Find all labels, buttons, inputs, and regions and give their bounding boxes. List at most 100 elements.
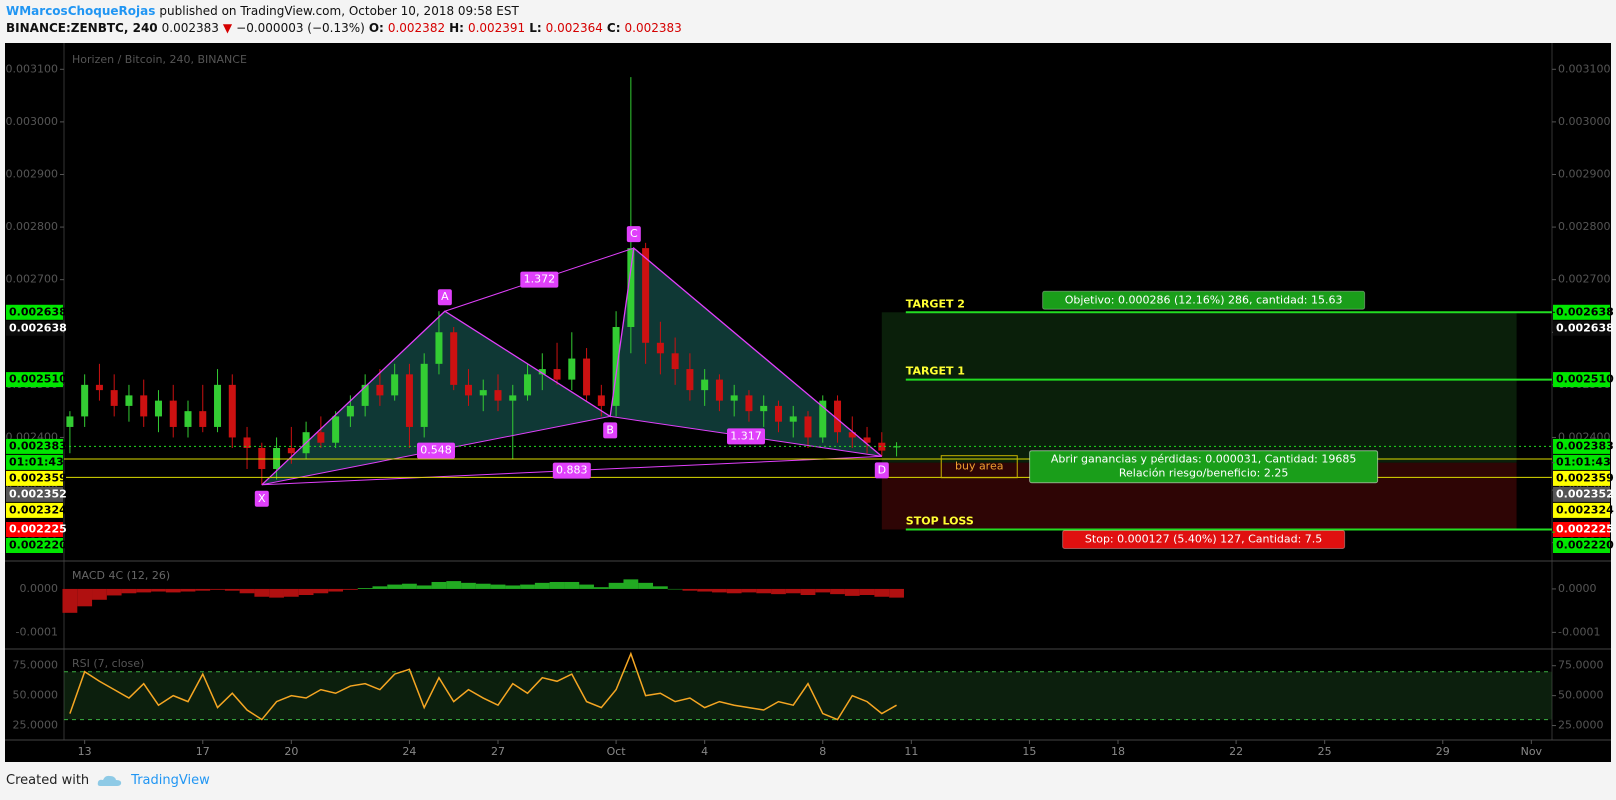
macd-bar <box>224 588 240 591</box>
candle-body <box>715 379 723 401</box>
macd-bar <box>77 588 93 607</box>
change: −0.000003 (−0.13%) <box>236 21 365 35</box>
price-label: 0.002638 <box>1556 321 1614 334</box>
candle-body <box>450 332 458 385</box>
y-tick-label: 75.0000 <box>13 659 59 672</box>
price-label: 0.002638 <box>9 305 67 318</box>
x-tick-label: 11 <box>904 745 918 758</box>
candle-body <box>317 432 325 443</box>
candle-body <box>597 395 605 406</box>
macd-bar <box>623 579 639 589</box>
ratio-box <box>417 442 455 459</box>
price-label-box <box>6 372 63 388</box>
x-tick-label: 25 <box>1318 745 1332 758</box>
price-label: 0.002220 <box>9 538 67 551</box>
price-label-box <box>1553 438 1610 454</box>
price-label-box <box>1553 470 1610 486</box>
candle-body <box>627 248 635 328</box>
candle-body <box>376 384 384 396</box>
ohlc-value: 0.002391 <box>467 21 526 35</box>
macd-bar <box>785 588 801 594</box>
macd-bar <box>342 588 358 590</box>
price-label-box <box>1553 454 1610 470</box>
published-text: published on TradingView.com, October 10… <box>159 4 519 18</box>
price-label: 0.002638 <box>1556 305 1614 318</box>
candle-body <box>199 411 207 427</box>
candle-body <box>95 384 103 391</box>
pattern-point-label: X <box>258 492 266 505</box>
x-tick-label: 22 <box>1229 745 1243 758</box>
candle-body <box>81 384 89 417</box>
candle-body <box>804 416 812 438</box>
rsi-band <box>64 671 1552 720</box>
price-label-box <box>6 304 63 320</box>
macd-bar <box>239 588 255 594</box>
candle-body <box>848 432 856 438</box>
author[interactable]: WMarcosChoqueRojas <box>6 4 156 18</box>
ohlc-value: 0.002364 <box>545 21 603 35</box>
macd-bar <box>741 588 757 593</box>
buy-area-label: buy area <box>955 460 1004 473</box>
candle-body <box>243 437 251 448</box>
ohlc-value: 0.002383 <box>624 21 682 35</box>
y-tick-label: 0.002900 <box>1558 167 1611 180</box>
pattern-point <box>626 226 641 243</box>
macd-bar <box>652 586 668 589</box>
macd-bar <box>121 588 137 594</box>
macd-bar <box>726 588 742 594</box>
y-tick-label: 0.003000 <box>1558 115 1611 128</box>
x-tick-label: 4 <box>701 745 708 758</box>
macd-bar <box>328 588 344 592</box>
price-label: 0.002638 <box>9 321 67 334</box>
macd-bar <box>372 586 388 589</box>
macd-bar <box>461 582 476 589</box>
candle-body <box>656 342 664 354</box>
price-label-box <box>6 454 63 470</box>
macd-bar <box>667 588 683 590</box>
candle-body <box>154 400 162 417</box>
position-label: TARGET 1 <box>906 365 965 378</box>
x-tick-label: 20 <box>284 745 298 758</box>
pattern-point <box>603 422 618 439</box>
candle-body <box>169 400 177 427</box>
candle-body <box>420 363 428 427</box>
macd-bar <box>402 583 417 589</box>
profit-zone <box>881 312 1517 463</box>
ratio-text: Relación riesgo/beneficio: 2.25 <box>1119 467 1288 480</box>
y-tick-label: 50.0000 <box>13 689 59 702</box>
ratio-box <box>727 428 765 445</box>
macd-bar <box>446 581 462 589</box>
x-tick-label: 27 <box>491 745 505 758</box>
y-tick-label: 0.002900 <box>6 167 59 180</box>
x-tick-label: Nov <box>1521 745 1543 758</box>
candle-body <box>524 374 532 396</box>
price-label-box <box>1553 320 1610 336</box>
price-label: 0.002510 <box>1556 373 1614 386</box>
candle-body <box>671 353 679 370</box>
last-price: 0.002383 <box>161 21 219 35</box>
price-label-box <box>1553 486 1610 502</box>
macd-bar <box>195 588 211 591</box>
ratio-label: 0.548 <box>420 444 452 457</box>
macd-bar <box>387 584 403 589</box>
macd-bar <box>431 581 447 589</box>
tradingview-link[interactable]: TradingView <box>131 773 210 788</box>
ohlc-label: O: <box>368 21 384 35</box>
pattern-point-label: B <box>606 423 614 436</box>
candle-body <box>745 395 753 412</box>
price-label-box <box>1553 537 1610 553</box>
candle-body <box>214 384 222 427</box>
price-label-box <box>6 438 63 454</box>
macd-bar <box>579 584 594 589</box>
macd-bar <box>254 588 270 597</box>
macd-bar <box>136 588 152 593</box>
candle-body <box>612 327 620 406</box>
y-tick-label: -0.0001 <box>16 625 58 638</box>
macd-bar <box>106 588 122 596</box>
ohlc-value: 0.002382 <box>387 21 446 35</box>
pattern-point-label: D <box>878 463 886 476</box>
candle-body <box>686 369 694 391</box>
price-label: 01:01:43 <box>1556 455 1611 468</box>
price-label-box <box>6 470 63 486</box>
